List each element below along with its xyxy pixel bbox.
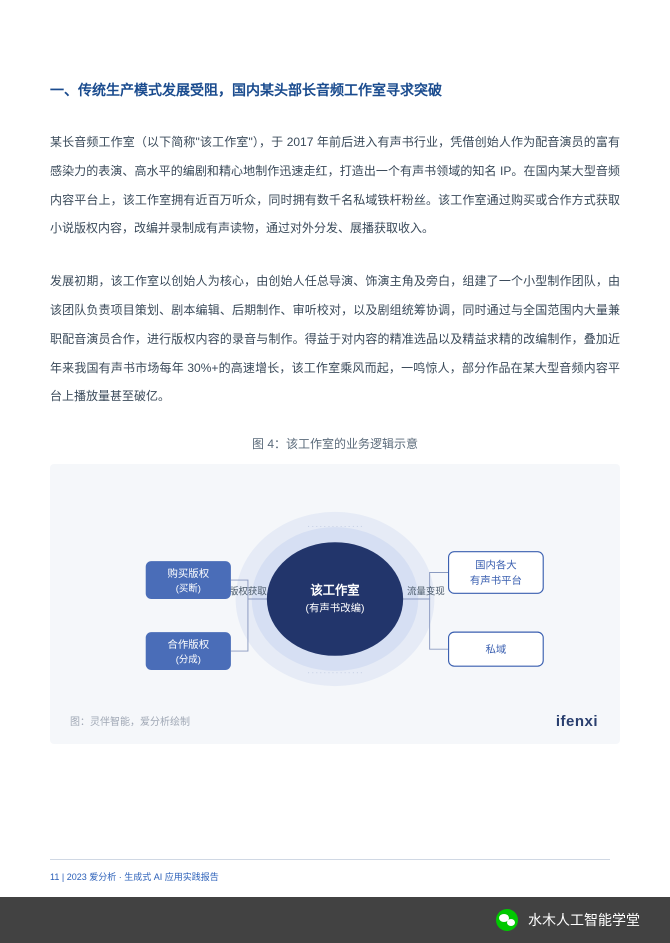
diagram-svg: · · · · · · · · · · · · · · · · · · · · … (70, 494, 600, 704)
document-page: 一、传统生产模式发展受阻，国内某头部长音频工作室寻求突破 某长音频工作室（以下简… (0, 0, 670, 784)
footer-separator: | (59, 872, 66, 882)
business-logic-diagram: · · · · · · · · · · · · · · · · · · · · … (50, 464, 620, 744)
paragraph-1: 某长音频工作室（以下简称"该工作室"），于 2017 年前后进入有声书行业，凭借… (50, 128, 620, 243)
report-title: 2023 爱分析 · 生成式 AI 应用实践报告 (67, 872, 219, 882)
diagram-source-label: 图：灵伴智能，爱分析绘制 (70, 713, 190, 728)
wechat-banner[interactable]: 水木人工智能学堂 (0, 897, 670, 943)
node-coop-copyright-label2: (分成) (176, 654, 201, 666)
edge-label-right: 流量变现 (407, 585, 445, 597)
node-studio-label1: 该工作室 (310, 582, 359, 597)
halo-deco-bottom: · · · · · · · · · · · · · · (308, 670, 363, 677)
page-footer: 11 | 2023 爱分析 · 生成式 AI 应用实践报告 (50, 859, 610, 883)
node-buy-copyright-label1: 购买版权 (167, 567, 209, 580)
node-platforms-label1: 国内各大 (475, 559, 517, 572)
wechat-icon (496, 909, 518, 931)
node-coop-copyright-label1: 合作版权 (167, 638, 209, 651)
diagram-brand-logo: ifenxi (556, 713, 598, 730)
edge-label-left: 版权获取 (229, 585, 267, 597)
node-private-label1: 私域 (485, 643, 506, 656)
node-platforms-label2: 有声书平台 (470, 574, 522, 587)
node-studio-label2: (有声书改编) (306, 601, 365, 614)
halo-deco-top: · · · · · · · · · · · · · · (308, 523, 363, 530)
node-buy-copyright-label2: (买断) (176, 583, 201, 595)
figure-caption: 图 4：该工作室的业务逻辑示意 (50, 435, 620, 452)
paragraph-2: 发展初期，该工作室以创始人为核心，由创始人任总导演、饰演主角及旁白，组建了一个小… (50, 267, 620, 411)
node-studio (267, 542, 403, 656)
wechat-account-name: 水木人工智能学堂 (528, 910, 640, 930)
node-platforms (449, 552, 544, 594)
section-title: 一、传统生产模式发展受阻，国内某头部长音频工作室寻求突破 (50, 80, 620, 100)
footer-divider (50, 859, 610, 860)
page-number: 11 (50, 872, 59, 882)
